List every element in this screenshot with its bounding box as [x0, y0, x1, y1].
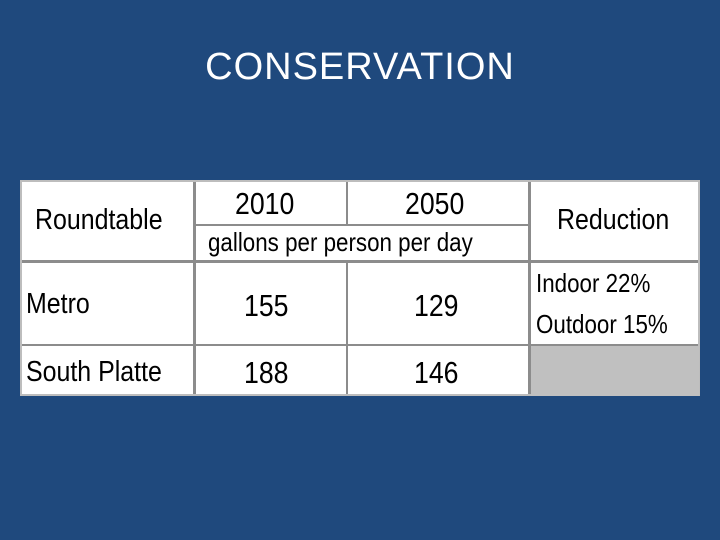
south-platte-reduction-cell — [531, 346, 699, 396]
slide-title: CONSERVATION — [205, 46, 515, 88]
header-reduction: Reduction — [557, 204, 670, 236]
row-metro-reduction-indoor: Indoor 22% — [536, 268, 651, 298]
conservation-table: Roundtable 2010 2050 gallons per person … — [20, 180, 700, 396]
header-year-2050: 2050 — [405, 186, 465, 221]
row-metro-2050: 129 — [414, 288, 459, 323]
row-south-platte-2050: 146 — [414, 355, 459, 390]
row-metro-roundtable: Metro — [26, 288, 90, 320]
header-year-2010: 2010 — [235, 186, 295, 221]
grid-line-vertical — [346, 182, 348, 226]
grid-line-horizontal — [196, 224, 528, 226]
header-units: gallons per person per day — [208, 227, 473, 257]
row-metro-2010: 155 — [244, 288, 289, 323]
row-south-platte-2010: 188 — [244, 355, 289, 390]
row-metro-reduction-outdoor: Outdoor 15% — [536, 309, 668, 339]
grid-line-vertical — [346, 262, 348, 394]
grid-line-vertical — [193, 182, 196, 394]
grid-line-horizontal — [22, 260, 698, 263]
header-roundtable: Roundtable — [35, 204, 163, 236]
row-south-platte-roundtable: South Platte — [26, 356, 162, 388]
grid-line-vertical — [528, 182, 531, 394]
grid-line-horizontal — [22, 344, 698, 346]
